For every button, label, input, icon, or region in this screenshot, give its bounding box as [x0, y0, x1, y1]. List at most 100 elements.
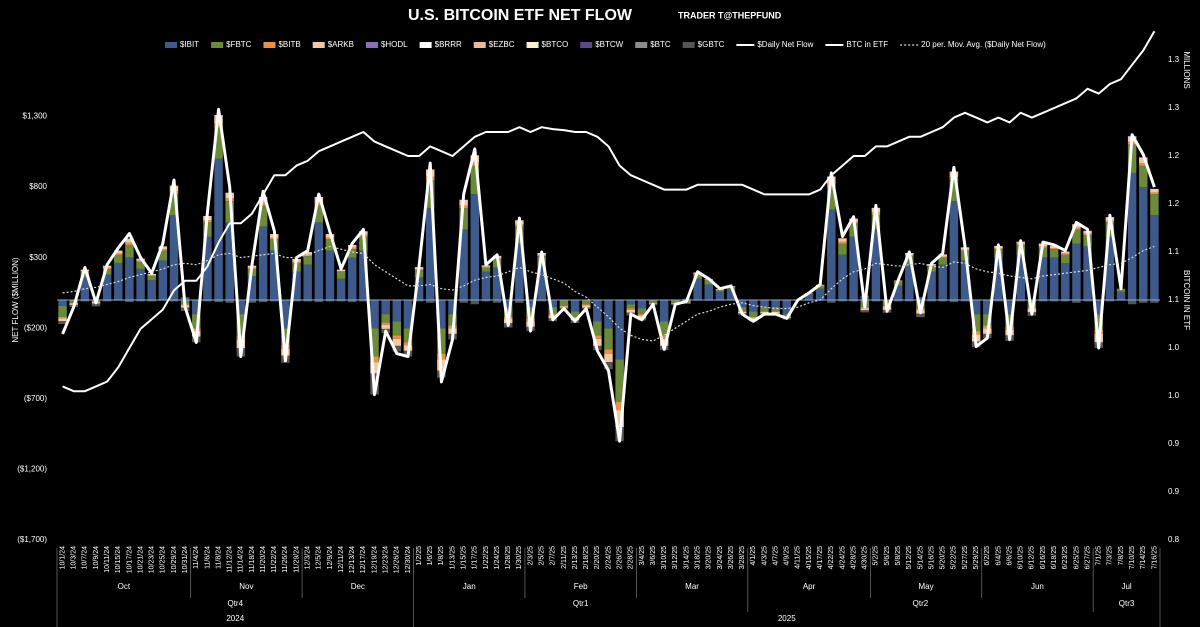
x-tick-label: 7/8/25 [1118, 546, 1125, 566]
x-tick-label: 4/24/25 [839, 546, 846, 569]
x-tick-label: 6/18/25 [1051, 546, 1058, 569]
x-tick-label: 2/13/25 [572, 546, 579, 569]
bar-segment [1072, 227, 1081, 230]
x-tick-label: 4/7/25 [772, 546, 779, 566]
bar-segment [325, 237, 335, 240]
bar-segment [392, 321, 402, 336]
x-tick-label: 1/28/25 [505, 546, 512, 569]
x-tick-label: 2/28/25 [628, 546, 635, 569]
bar-segment [303, 264, 312, 300]
bar-segment [827, 187, 836, 210]
bar-segment [1150, 215, 1159, 300]
bar-segment [481, 300, 491, 302]
x-tick-label: 11/20/24 [260, 546, 267, 573]
bar-segment [225, 222, 234, 300]
bar-segment [849, 223, 858, 237]
bar-segment [158, 260, 168, 300]
bar-segment [515, 243, 524, 300]
x-tick-label: 10/17/24 [126, 546, 133, 573]
bar-segment [971, 314, 981, 332]
bar-segment [270, 300, 279, 302]
x-tick-label: 11/8/24 [215, 546, 222, 569]
bar-segment [336, 271, 346, 272]
bar-segment [58, 305, 67, 317]
legend-swatch [312, 42, 325, 48]
bar-segment [737, 300, 747, 308]
bar-segment [1038, 247, 1048, 258]
x-tick-label: 1/24/25 [494, 546, 501, 569]
bar-segment [871, 300, 881, 302]
bar-segment [225, 300, 234, 303]
x-tick-label: 1/17/25 [472, 546, 479, 569]
bar-segment [626, 308, 636, 310]
bar-segment [69, 300, 78, 303]
bar-segment [737, 307, 747, 312]
bar-segment [749, 316, 758, 319]
bar-segment [169, 215, 179, 300]
bar-segment [715, 291, 725, 300]
bar-segment [1049, 257, 1059, 300]
x-tick-label: 6/6/25 [1006, 546, 1013, 566]
bar-segment [916, 313, 925, 318]
bar-segment [615, 359, 624, 402]
bar-segment [526, 307, 535, 319]
bar-segment [169, 300, 179, 302]
bar-segment [459, 208, 468, 230]
x-tick-label: 10/21/24 [137, 546, 144, 573]
bar-segment [626, 309, 636, 313]
bar-segment [1139, 157, 1148, 164]
bar-segment [125, 244, 134, 258]
legend-swatch [419, 42, 432, 48]
bar-segment [459, 229, 468, 300]
x-group-label: Qtr4 [227, 599, 243, 608]
bar-segment [125, 257, 134, 300]
chart-subtitle: TRADER T@THEPFUND [678, 10, 782, 20]
legend-swatch [263, 42, 276, 48]
legend-label: $EZBC [489, 40, 515, 49]
legend-label: $FBTC [226, 40, 252, 49]
bar-segment [905, 300, 914, 302]
bar-segment [760, 307, 769, 312]
bar-segment [537, 264, 546, 300]
bar-segment [715, 290, 725, 292]
bar-segment [281, 300, 290, 329]
bar-segment [994, 257, 1003, 300]
x-tick-label: 1/8/25 [438, 546, 445, 566]
bar-segment [348, 300, 357, 303]
bar-segment [247, 300, 257, 303]
bar-segment [927, 271, 936, 300]
bar-segment [114, 250, 123, 254]
bar-segment [916, 297, 925, 300]
x-tick-label: 1/30/25 [516, 546, 523, 569]
bar-segment [1049, 249, 1059, 258]
bar-segment [370, 362, 379, 374]
bar-segment [548, 300, 558, 308]
bar-segment [147, 275, 156, 276]
x-group-label: Dec [351, 582, 365, 591]
bar-segment [1150, 188, 1159, 193]
bar-segment [659, 300, 669, 322]
bar-segment [960, 260, 970, 300]
x-tick-label: 1/6/25 [427, 546, 434, 566]
bar-segment [1049, 300, 1059, 302]
bar-segment [481, 267, 491, 272]
legend-swatch [526, 42, 539, 48]
bar-segment [838, 254, 847, 300]
y2-axis-label: BITCOIN IN ETF [1182, 270, 1191, 330]
bar-segment [637, 300, 647, 309]
x-tick-label: 4/15/25 [806, 546, 813, 569]
bar-segment [626, 304, 636, 309]
bar-segment [370, 356, 379, 363]
x-tick-label: 5/14/25 [917, 546, 924, 569]
bar-segment [147, 280, 156, 300]
bar-segment [604, 362, 613, 370]
x-tick-label: 12/23/24 [383, 546, 390, 573]
bar-segment [292, 271, 301, 300]
bar-segment [426, 180, 435, 209]
bar-segment [615, 410, 624, 428]
bar-segment [615, 300, 624, 360]
bar-segment [938, 256, 947, 258]
x-tick-label: 3/24/25 [717, 546, 724, 569]
bar-segment [58, 321, 67, 324]
bar-segment [659, 321, 669, 336]
